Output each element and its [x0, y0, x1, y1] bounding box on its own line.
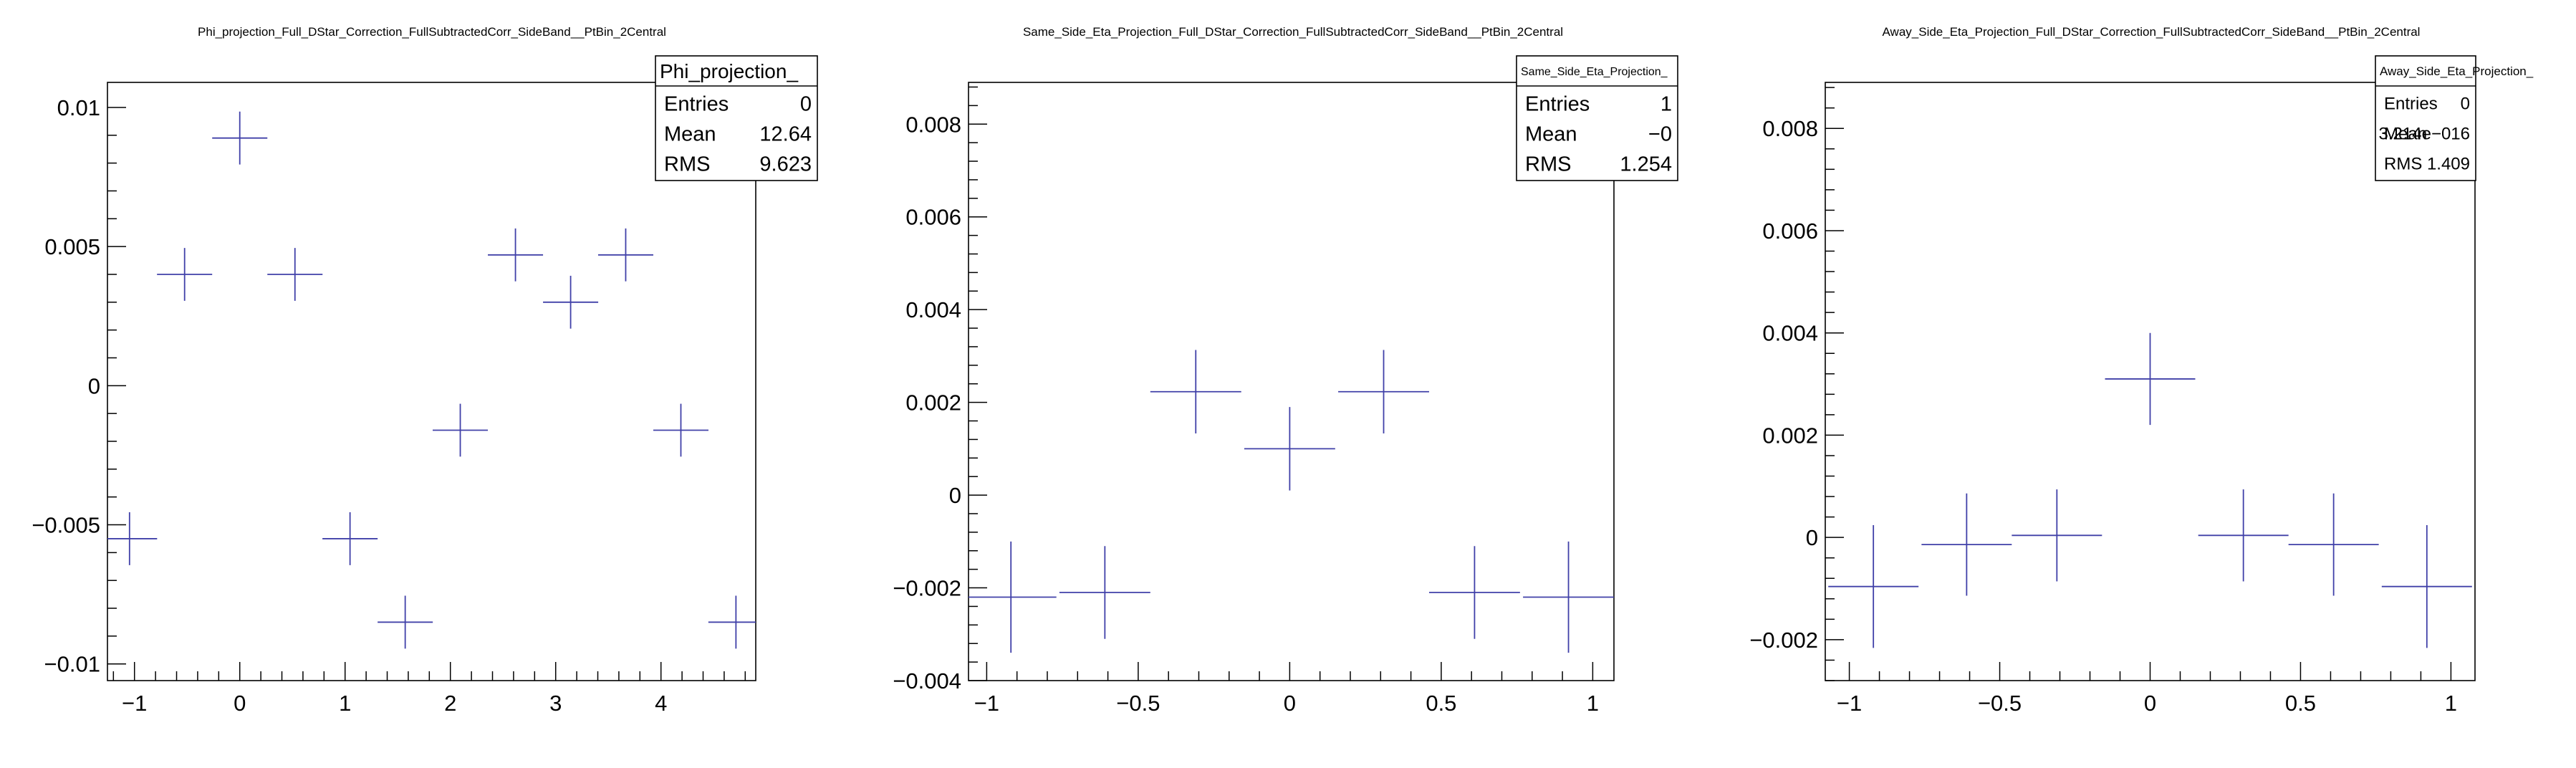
x-tick-label: −0.5 [1116, 691, 1160, 716]
stats-value: 0 [800, 92, 812, 115]
stats-value: 1.254 [1620, 153, 1672, 176]
x-tick-label: 2 [444, 691, 456, 716]
data-point [488, 228, 544, 282]
chart-panel-2: Same_Side_Eta_Projection_Full_DStar_Corr… [893, 25, 1678, 716]
x-tick-label: −1 [122, 691, 147, 716]
y-tick-label: 0.006 [1762, 219, 1818, 244]
x-tick-label: 0.5 [1426, 691, 1456, 716]
y-tick-label: 0.008 [905, 112, 961, 137]
y-tick-label: 0.008 [1762, 116, 1818, 141]
data-point [2198, 489, 2289, 582]
y-tick-label: −0.002 [893, 576, 961, 601]
data-point [212, 111, 268, 165]
data-point [2288, 493, 2379, 596]
y-tick-label: 0 [88, 373, 100, 398]
x-tick-label: −1 [974, 691, 999, 716]
data-point [708, 595, 756, 649]
stats-value: 0 [2461, 95, 2470, 114]
x-tick-label: 1 [339, 691, 351, 716]
stats-box: Same_Side_Eta_Projection_ Entries 1 Mean −0 R… [1516, 55, 1678, 181]
data-point [1338, 350, 1429, 433]
x-tick-label: 0 [1284, 691, 1296, 716]
stats-name: Phi_projection_ [660, 60, 798, 82]
data-point [1244, 407, 1335, 491]
stats-name: Away_Side_Eta_Projection_ [2380, 64, 2534, 78]
data-point [2012, 489, 2102, 582]
stats-value: 9.623 [759, 153, 812, 176]
y-tick-label: −0.01 [44, 652, 100, 677]
x-tick-label: 1 [2445, 691, 2457, 716]
stats-label: Entries [1525, 92, 1590, 115]
x-tick-label: −1 [1837, 691, 1862, 716]
y-tick-label: −0.004 [893, 668, 961, 693]
stats-value: 12.64 [759, 123, 812, 145]
stats-label: Mean [1525, 123, 1577, 145]
data-point [653, 403, 708, 457]
stats-label: Mean [2384, 125, 2427, 144]
data-point [969, 541, 1057, 653]
y-tick-label: 0.006 [905, 205, 961, 230]
stats-label: Entries [664, 92, 729, 115]
data-point [433, 403, 489, 457]
data-point [157, 248, 213, 301]
y-tick-label: −0.002 [1749, 628, 1818, 653]
plot-frame [968, 82, 1615, 681]
stats-name: Same_Side_Eta_Projection_ [1521, 66, 1668, 78]
stats-frame [1516, 55, 1678, 181]
y-tick-label: 0.004 [1762, 321, 1818, 346]
data-series [969, 350, 1614, 653]
stats-label: Entries [2384, 95, 2438, 114]
y-tick-label: 0.002 [905, 390, 961, 416]
data-point [378, 595, 433, 649]
data-point [107, 512, 158, 565]
x-tick-label: 4 [655, 691, 667, 716]
y-tick-label: 0.005 [44, 234, 100, 259]
stats-box: Phi_projection_ Entries 0 Mean 12.64 RMS 9.623 [655, 55, 818, 181]
chart-panel-1: Phi_projection_Full_DStar_Correction_Ful… [32, 25, 818, 716]
data-point [2105, 332, 2196, 426]
x-tick-label: 3 [549, 691, 562, 716]
data-point [322, 512, 378, 565]
y-tick-label: 0.01 [57, 95, 100, 120]
stats-value: 3.214e−016 [2379, 125, 2470, 144]
data-series [107, 111, 756, 649]
y-tick-label: 0.002 [1762, 423, 1818, 448]
stats-value: 1.409 [2427, 155, 2470, 174]
x-tick-label: 0.5 [2285, 691, 2316, 716]
data-point [1059, 546, 1150, 639]
stats-frame [655, 55, 818, 181]
stats-box: Away_Side_Eta_Projection_ Entries 0 Mean3.2… [2375, 55, 2534, 181]
y-tick-label: 0 [949, 483, 961, 508]
data-point [597, 228, 653, 282]
stats-label: Mean [664, 123, 716, 145]
stats-frame [2375, 55, 2476, 181]
stats-label: RMS [664, 153, 710, 176]
chart-title: Away_Side_Eta_Projection_Full_DStar_Corr… [1883, 25, 2421, 39]
stats-value: 1 [1661, 92, 1672, 115]
y-tick-label: 0.004 [905, 297, 961, 322]
data-point [1523, 541, 1614, 653]
plot-frame [107, 82, 756, 681]
x-tick-label: 0 [234, 691, 246, 716]
y-tick-label: −0.005 [32, 513, 100, 538]
x-tick-label: 1 [1587, 691, 1599, 716]
stats-label: RMS [1525, 153, 1571, 176]
chart-title: Phi_projection_Full_DStar_Correction_Ful… [198, 25, 666, 39]
stats-value: −0 [1648, 123, 1672, 145]
y-tick-label: 0 [1806, 525, 1818, 550]
x-tick-label: 0 [2144, 691, 2156, 716]
data-point [1828, 525, 1919, 648]
data-point [1921, 493, 2012, 596]
chart-title: Same_Side_Eta_Projection_Full_DStar_Corr… [1023, 25, 1563, 39]
data-point [1428, 546, 1520, 639]
data-point [543, 275, 599, 329]
chart-panel-3: Away_Side_Eta_Projection_Full_DStar_Corr… [1749, 25, 2533, 716]
x-tick-label: −0.5 [1978, 691, 2022, 716]
data-point [2381, 525, 2472, 648]
data-point [267, 248, 323, 301]
data-series [1828, 332, 2472, 648]
data-point [1150, 350, 1241, 433]
stats-label: RMS [2384, 155, 2422, 174]
